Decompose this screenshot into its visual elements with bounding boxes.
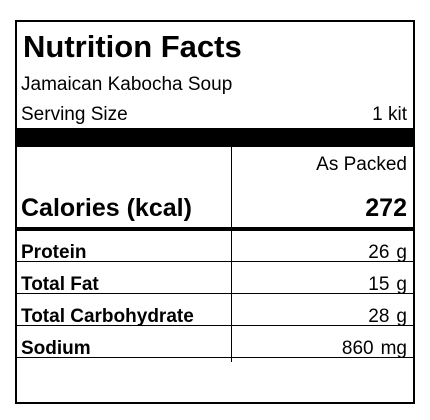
column-divider (231, 147, 232, 362)
nutrition-label: Nutrition Facts Jamaican Kabocha Soup Se… (15, 20, 415, 404)
row-divider (17, 325, 413, 326)
thick-divider (17, 227, 413, 231)
nutrient-label: Total Fat (21, 274, 99, 295)
divider (17, 128, 413, 129)
nutrient-label: Total Carbohydrate (21, 306, 194, 327)
nutrient-amount: 860 mg (342, 339, 407, 358)
amount-unit: g (396, 242, 407, 263)
nutrient-label: Protein (21, 242, 87, 263)
amount-value: 15 (368, 274, 390, 295)
serving-label: Serving Size (21, 104, 128, 125)
row-divider (17, 293, 413, 294)
calories-value: 272 (365, 194, 407, 222)
product-name: Jamaican Kabocha Soup (21, 74, 233, 95)
amount-value: 28 (368, 306, 390, 327)
amount-value: 860 (341, 338, 374, 359)
nutrient-amount: 28 g (368, 307, 407, 326)
column-header: As Packed (316, 154, 407, 175)
calories-label: Calories (kcal) (21, 194, 192, 222)
title: Nutrition Facts (23, 29, 242, 64)
amount-unit: g (396, 306, 407, 327)
row-divider (17, 261, 413, 262)
nutrient-amount: 26 g (368, 243, 407, 262)
row-divider (17, 357, 413, 358)
amount-unit: mg (380, 338, 407, 359)
thick-bar (17, 129, 413, 147)
nutrient-label: Sodium (21, 338, 91, 359)
amount-unit: g (396, 274, 407, 295)
amount-value: 26 (368, 242, 390, 263)
nutrient-amount: 15 g (368, 275, 407, 294)
serving-size: 1 kit (372, 104, 407, 125)
